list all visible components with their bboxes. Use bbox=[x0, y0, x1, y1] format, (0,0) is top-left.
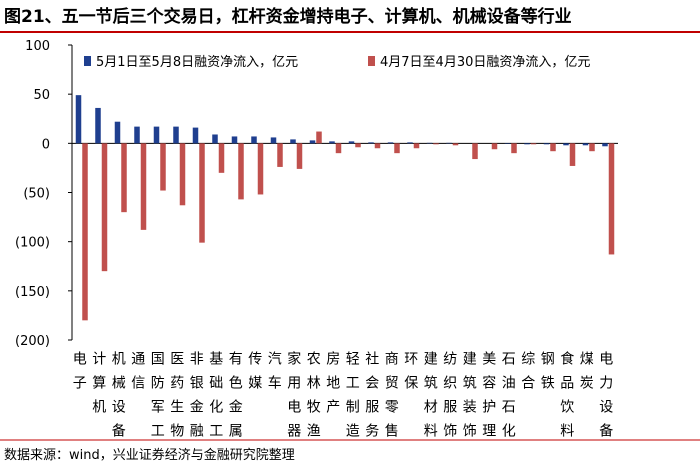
bar bbox=[511, 143, 517, 154]
bar bbox=[192, 127, 199, 144]
bar bbox=[524, 143, 530, 145]
source: 数据来源：wind，兴业证券经济与金融研究院整理 bbox=[4, 447, 295, 463]
bar bbox=[472, 143, 478, 160]
x-tick-label: 石油石化 bbox=[500, 351, 516, 447]
bar bbox=[589, 143, 595, 152]
bar bbox=[296, 143, 303, 169]
x-tick-label: 非银金融 bbox=[188, 351, 204, 447]
bar bbox=[582, 143, 589, 146]
bar bbox=[407, 142, 413, 144]
bar bbox=[160, 143, 166, 191]
bar bbox=[134, 126, 140, 144]
bar bbox=[101, 143, 108, 272]
x-tick-label: 环保 bbox=[402, 351, 418, 399]
x-tick-label: 电子 bbox=[71, 351, 87, 399]
x-tick-label: 煤炭 bbox=[578, 351, 594, 399]
y-tick-label: 0 bbox=[42, 137, 50, 152]
x-tick-label: 传媒 bbox=[246, 351, 262, 399]
y-tick-label: (200) bbox=[15, 334, 50, 349]
bar bbox=[335, 143, 342, 154]
x-tick-label: 农林牧渔 bbox=[305, 351, 321, 447]
bar bbox=[563, 143, 569, 146]
bar bbox=[277, 143, 283, 167]
x-tick-label: 医药生物 bbox=[168, 351, 184, 447]
x-tick-label: 国防军工 bbox=[149, 351, 165, 447]
y-tick-label: 100 bbox=[25, 39, 50, 54]
bar bbox=[452, 143, 459, 146]
x-tick-label: 机械设备 bbox=[110, 351, 126, 447]
x-tick-label: 社会服务 bbox=[363, 351, 379, 447]
bar bbox=[394, 143, 400, 154]
bar bbox=[199, 143, 205, 243]
bar bbox=[569, 143, 576, 166]
legend-label: 5月1日至5月8日融资净流入，亿元 bbox=[96, 55, 298, 70]
bar bbox=[95, 107, 101, 144]
bar bbox=[491, 143, 498, 150]
bar bbox=[433, 143, 439, 145]
bar bbox=[309, 140, 316, 144]
y-tick-label: 50 bbox=[33, 88, 50, 103]
bar bbox=[530, 143, 537, 145]
bar bbox=[316, 131, 322, 144]
bar bbox=[251, 136, 257, 144]
bar bbox=[153, 126, 160, 144]
x-tick-label: 食品饮料 bbox=[558, 350, 574, 447]
bar bbox=[257, 143, 264, 195]
bar bbox=[329, 141, 335, 144]
x-tick-label: 纺织服饰 bbox=[441, 351, 457, 447]
bar bbox=[608, 143, 615, 255]
bar bbox=[602, 143, 608, 147]
bar bbox=[270, 137, 277, 144]
bar bbox=[290, 139, 296, 144]
x-tick-label: 汽车 bbox=[266, 351, 282, 399]
y-tick-label: (150) bbox=[15, 285, 50, 300]
x-tick-label: 计算机 bbox=[90, 351, 106, 423]
bar bbox=[82, 143, 88, 321]
bar bbox=[238, 143, 244, 200]
bar bbox=[368, 142, 374, 144]
x-tick-label: 房地产 bbox=[324, 351, 340, 423]
x-tick-label: 电力设备 bbox=[597, 351, 613, 447]
bar bbox=[231, 136, 238, 144]
bar bbox=[413, 143, 420, 149]
legend-swatch bbox=[368, 56, 375, 66]
x-tick-label: 商贸零售 bbox=[383, 351, 399, 447]
x-tick-label: 家用电器 bbox=[285, 350, 301, 447]
x-tick-label: 建筑装饰 bbox=[461, 351, 477, 447]
bar bbox=[550, 143, 556, 152]
bar bbox=[543, 143, 550, 145]
x-tick-label: 建筑材料 bbox=[422, 351, 438, 447]
bar bbox=[140, 143, 147, 230]
bar bbox=[114, 121, 121, 144]
legend-label: 4月7日至4月30日融资净流入，亿元 bbox=[380, 55, 590, 70]
y-tick-label: (100) bbox=[15, 236, 50, 251]
bar bbox=[179, 143, 186, 206]
bar bbox=[75, 95, 82, 144]
bar bbox=[212, 134, 218, 144]
legend-swatch bbox=[84, 56, 91, 66]
bar bbox=[173, 126, 179, 144]
bar bbox=[387, 142, 394, 144]
bar bbox=[121, 143, 127, 213]
x-tick-label: 综合 bbox=[519, 351, 535, 399]
y-tick-label: (50) bbox=[23, 187, 50, 202]
x-tick-label: 美容护理 bbox=[480, 351, 496, 447]
x-tick-label: 有色金属 bbox=[227, 351, 243, 447]
bar bbox=[348, 141, 355, 144]
bar bbox=[218, 143, 225, 173]
bar bbox=[355, 143, 361, 148]
bar bbox=[374, 143, 381, 149]
chart-title: 图21、五一节后三个交易日，杠杆资金增持电子、计算机、机械设备等行业 bbox=[4, 6, 572, 27]
x-tick-label: 通信 bbox=[129, 351, 145, 399]
x-tick-label: 钢铁 bbox=[539, 351, 555, 399]
x-tick-label: 基础化工 bbox=[207, 350, 223, 447]
x-tick-label: 轻工制造 bbox=[344, 351, 360, 447]
